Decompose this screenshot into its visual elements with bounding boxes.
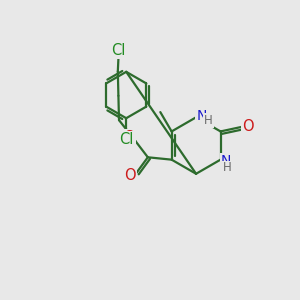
Text: O: O [124, 168, 136, 183]
Text: H: H [223, 161, 231, 175]
Text: N: N [196, 109, 207, 123]
Text: O: O [242, 119, 254, 134]
Text: O: O [123, 130, 135, 145]
Text: Cl: Cl [111, 43, 126, 58]
Text: N: N [221, 154, 231, 168]
Text: H: H [204, 114, 213, 128]
Text: Cl: Cl [119, 132, 134, 147]
